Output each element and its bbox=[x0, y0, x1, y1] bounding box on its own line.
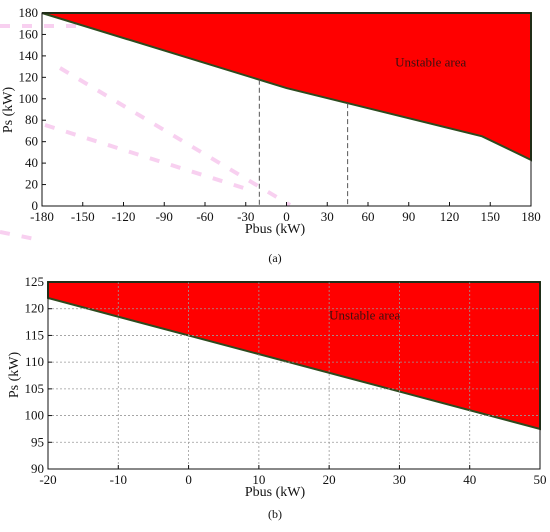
x-tick-label: 30 bbox=[321, 209, 334, 224]
x-tick-label: 10 bbox=[252, 472, 265, 487]
y-tick-label: 120 bbox=[19, 69, 39, 84]
y-tick-label: 105 bbox=[25, 381, 45, 396]
x-axis-label: Pbus (kW) bbox=[245, 485, 306, 500]
y-tick-label: 90 bbox=[31, 461, 44, 476]
caption-b: (b) bbox=[268, 507, 282, 521]
plot-frame bbox=[47, 281, 541, 470]
y-tick-label: 80 bbox=[25, 112, 38, 127]
x-tick-label: -120 bbox=[112, 209, 136, 224]
y-tick-label: 160 bbox=[19, 26, 39, 41]
y-tick-label: 0 bbox=[32, 198, 39, 213]
x-tick-label: -20 bbox=[39, 472, 56, 487]
y-tick-label: 125 bbox=[25, 274, 45, 289]
x-tick-label: 90 bbox=[402, 209, 415, 224]
unstable-area-label: Unstable area bbox=[395, 55, 466, 70]
y-tick-label: 100 bbox=[19, 91, 39, 106]
x-tick-label: 50 bbox=[534, 472, 547, 487]
x-tick-label: -60 bbox=[196, 209, 213, 224]
y-tick-label: 20 bbox=[25, 177, 38, 192]
x-tick-label: 60 bbox=[362, 209, 375, 224]
y-tick-labels: 90 95 100 105 110 115 120 125 bbox=[25, 274, 52, 476]
y-tick-label: 140 bbox=[19, 48, 39, 63]
x-tick-label: 20 bbox=[323, 472, 336, 487]
x-tick-label: -10 bbox=[110, 472, 127, 487]
y-tick-label: 95 bbox=[31, 434, 44, 449]
y-tick-label: 110 bbox=[25, 354, 44, 369]
x-tick-label: -30 bbox=[237, 209, 254, 224]
x-tick-labels: -20 -10 0 10 20 30 40 50 bbox=[39, 465, 547, 487]
unstable-area-region bbox=[47, 281, 541, 431]
unstable-area-region bbox=[41, 12, 532, 162]
x-tick-label: 180 bbox=[521, 209, 541, 224]
y-tick-labels: 0 20 40 60 80 100 120 140 160 180 bbox=[19, 5, 46, 213]
unstable-area-label: Unstable area bbox=[329, 307, 400, 322]
y-tick-label: 100 bbox=[25, 408, 45, 423]
x-tick-labels: -180 -150 -120 -90 -60 -30 0 30 60 90 120 150 180 bbox=[30, 202, 541, 224]
x-tick-label: 150 bbox=[481, 209, 501, 224]
x-tick-label: 40 bbox=[463, 472, 476, 487]
y-tick-label: 40 bbox=[25, 155, 38, 170]
y-tick-label: 115 bbox=[25, 327, 44, 342]
x-tick-label: 0 bbox=[283, 209, 290, 224]
x-tick-label: -180 bbox=[30, 209, 54, 224]
y-tick-label: 180 bbox=[19, 5, 39, 20]
caption-a: (a) bbox=[268, 251, 281, 265]
chart-b: -20 -10 0 10 20 30 40 50 90 95 100 105 110 115 120 125… bbox=[7, 274, 547, 521]
y-axis-label: Ps (kW) bbox=[1, 87, 16, 134]
chart-a: -180 -150 -120 -90 -60 -30 0 30 60 90 120 150 180 0 2… bbox=[1, 5, 541, 265]
x-tick-label: -90 bbox=[156, 209, 173, 224]
y-tick-label: 60 bbox=[25, 134, 38, 149]
x-tick-label: 0 bbox=[185, 472, 192, 487]
x-tick-label: 120 bbox=[440, 209, 460, 224]
x-tick-label: -150 bbox=[71, 209, 95, 224]
reference-lines bbox=[258, 79, 349, 206]
y-tick-label: 120 bbox=[25, 301, 45, 316]
x-axis-label: Pbus (kW) bbox=[245, 222, 306, 237]
x-tick-label: 30 bbox=[393, 472, 406, 487]
y-axis-label: Ps (kW) bbox=[7, 352, 22, 399]
